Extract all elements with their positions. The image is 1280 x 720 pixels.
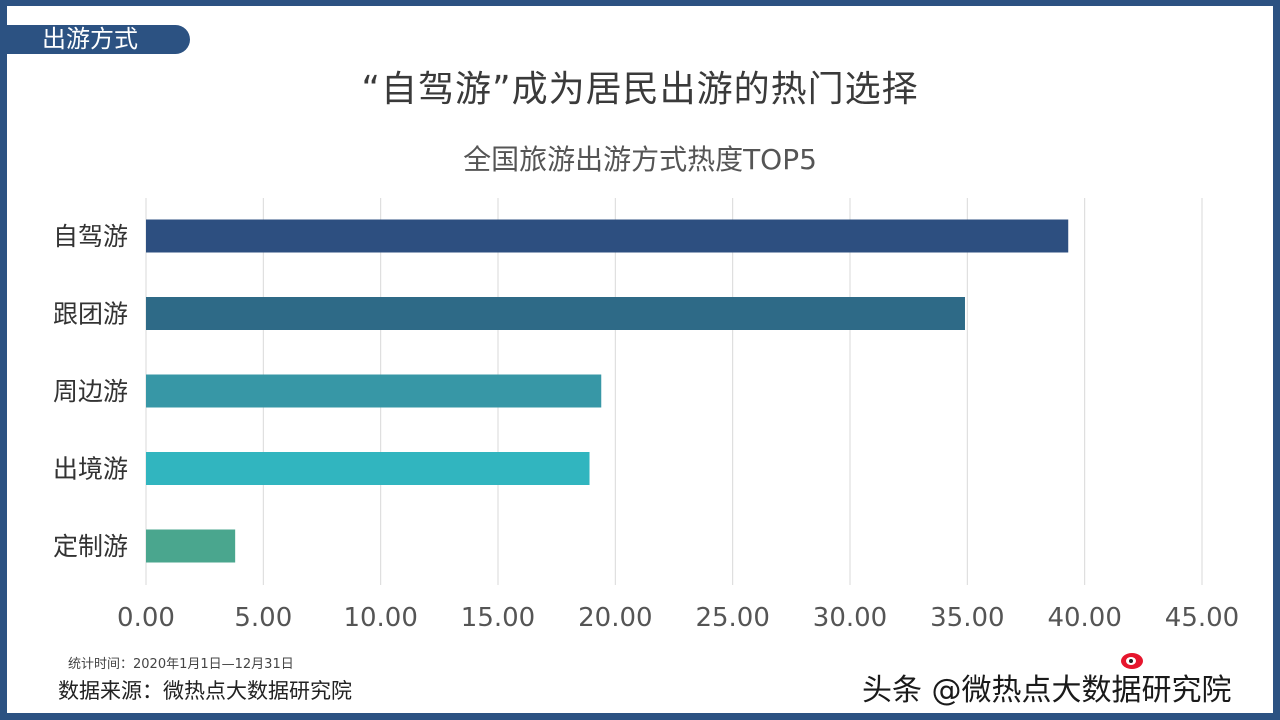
bar — [146, 219, 1069, 253]
bar — [146, 297, 965, 330]
x-tick-label: 40.00 — [1047, 603, 1121, 633]
x-tick-label: 0.00 — [117, 603, 175, 633]
x-tick-label: 10.00 — [343, 603, 417, 633]
x-tick-label: 5.00 — [234, 603, 292, 633]
category-label: 自驾游 — [53, 222, 128, 251]
statistics-period: 统计时间：2020年1月1日—12月31日 — [68, 657, 294, 672]
chart-title: 全国旅游出游方式热度TOP5 — [463, 143, 817, 176]
data-source: 数据来源：微热点大数据研究院 — [58, 679, 352, 703]
x-tick-label: 45.00 — [1165, 603, 1239, 633]
category-label: 出境游 — [53, 455, 128, 484]
main-title: “自驾游”成为居民出游的热门选择 — [361, 69, 919, 110]
weibo-logo-icon — [1121, 653, 1143, 669]
x-tick-label: 25.00 — [695, 603, 769, 633]
category-label: 跟团游 — [53, 300, 128, 329]
x-tick-label: 20.00 — [578, 603, 652, 633]
x-tick-label: 35.00 — [930, 603, 1004, 633]
watermark-text: 头条 @微热点大数据研究院 — [862, 673, 1232, 708]
x-tick-label: 15.00 — [461, 603, 535, 633]
bar — [146, 452, 590, 485]
x-tick-label: 30.00 — [813, 603, 887, 633]
category-label: 定制游 — [53, 532, 128, 561]
section-tab: 出游方式 — [7, 25, 190, 54]
bar — [146, 374, 602, 408]
category-label: 周边游 — [53, 377, 128, 406]
bar — [146, 529, 236, 563]
